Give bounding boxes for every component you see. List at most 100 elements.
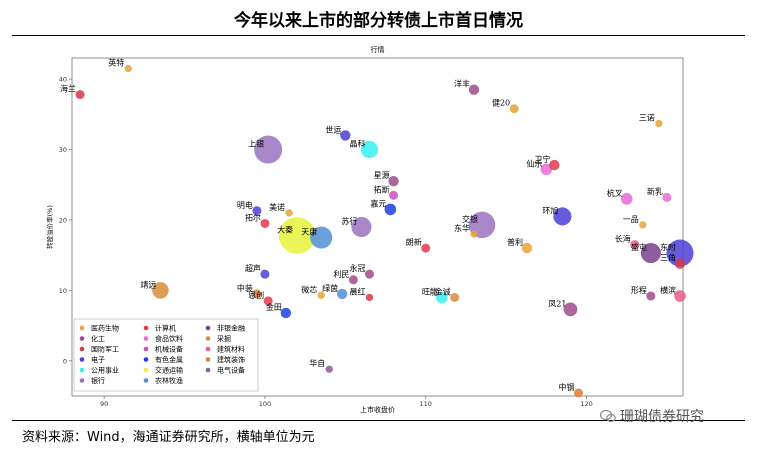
point-label: 凤21 <box>548 299 566 308</box>
point-label: 星源 <box>374 171 390 180</box>
data-point <box>364 269 374 279</box>
point-label: 绿茵 <box>322 283 338 293</box>
data-point <box>540 163 553 176</box>
x-tick-label: 110 <box>420 400 432 408</box>
legend-label: 医药生物 <box>91 324 119 333</box>
point-label: 中钢 <box>558 382 574 392</box>
data-point <box>573 388 583 398</box>
data-point <box>317 291 325 299</box>
point-label: 健20 <box>492 98 510 108</box>
legend-label: 食品饮料 <box>155 334 183 343</box>
legend-marker <box>79 346 85 352</box>
data-point <box>549 159 560 171</box>
y-tick-label: 40 <box>59 76 67 84</box>
legend-marker <box>143 378 149 383</box>
point-label: 大秦 <box>277 224 293 234</box>
legend-label: 电子 <box>91 355 105 364</box>
data-point <box>639 221 647 229</box>
legend-marker <box>143 367 149 373</box>
y-tick-label: 30 <box>59 146 67 154</box>
point-label: 华自 <box>309 358 325 368</box>
data-point <box>450 292 460 302</box>
legend-label: 计算机 <box>155 324 176 333</box>
data-point <box>662 192 672 202</box>
point-label: 晶科 <box>349 139 365 149</box>
legend-label: 机械设备 <box>155 345 183 354</box>
y-tick-label: 20 <box>59 216 67 224</box>
point-label: 利民 <box>333 269 349 279</box>
legend-marker <box>79 325 85 331</box>
point-label: 英特 <box>108 58 124 68</box>
point-label: 金诚 <box>435 286 451 296</box>
point-label: 拓尔 <box>245 212 261 222</box>
plot-title: 行情 <box>371 45 385 54</box>
point-label: 盛屯 <box>631 242 647 252</box>
legend-marker <box>79 378 85 383</box>
point-label: 东时 <box>660 242 676 252</box>
legend-marker <box>205 325 211 331</box>
point-label: 永冠 <box>349 263 365 273</box>
data-point <box>254 135 283 164</box>
data-point <box>521 242 533 254</box>
data-point <box>563 302 578 317</box>
point-label: 苏行 <box>341 216 357 226</box>
data-point <box>468 84 480 95</box>
data-point <box>470 230 478 238</box>
point-label: 中装 <box>237 283 253 293</box>
data-point <box>263 296 273 306</box>
data-point <box>280 307 292 319</box>
legend-label: 采掘 <box>217 334 231 343</box>
point-label: 明电 <box>237 200 253 210</box>
x-axis-label: 上市收盘价 <box>360 405 395 414</box>
legend-marker <box>205 336 211 341</box>
point-label: 横滨 <box>660 285 676 295</box>
legend-marker <box>143 357 149 362</box>
point-label: 长海 <box>615 234 631 244</box>
legend-marker <box>205 367 211 373</box>
data-point <box>278 217 316 254</box>
point-label: 形程 <box>631 286 647 295</box>
data-point <box>620 193 633 205</box>
chart-title: 今年以来上市的部分转债上市首日情况 <box>234 11 523 31</box>
point-label: 仙乐 <box>526 158 542 168</box>
legend-label: 交通运输 <box>155 366 183 375</box>
point-label: 交银 <box>462 214 478 224</box>
data-point <box>674 290 686 302</box>
legend-label: 非银金融 <box>217 324 245 333</box>
legend-marker <box>143 336 149 341</box>
point-label: 朗新 <box>406 237 422 247</box>
point-label: 嘉元 <box>370 198 386 208</box>
point-label: 上银 <box>248 139 264 149</box>
legend-label: 银行 <box>91 376 105 385</box>
data-point <box>389 190 399 200</box>
data-point <box>630 240 640 250</box>
point-label: 杭叉 <box>607 188 623 198</box>
x-tick-label: 120 <box>580 400 592 408</box>
point-label: 超声 <box>245 263 261 273</box>
data-point <box>285 209 293 217</box>
point-label: 环旭 <box>542 205 558 215</box>
point-label: 金田 <box>266 302 282 312</box>
data-point <box>384 203 397 216</box>
data-point <box>351 216 372 238</box>
point-label: 世运 <box>325 124 341 134</box>
legend-label: 建筑装饰 <box>217 355 245 364</box>
data-point <box>252 206 262 216</box>
legend-marker <box>143 325 149 331</box>
legend-marker <box>79 336 85 341</box>
point-label: 美诺 <box>269 202 285 212</box>
data-point <box>124 64 132 73</box>
point-label: 三角 <box>660 253 676 263</box>
y-axis-label: 转股溢价率(%) <box>45 205 54 249</box>
title-top-rule <box>12 35 745 36</box>
legend-marker <box>79 367 85 373</box>
point-label: 旺能 <box>422 286 438 296</box>
data-point <box>325 365 333 373</box>
legend-marker <box>205 357 211 362</box>
data-point <box>553 207 572 226</box>
data-point <box>666 239 694 267</box>
point-label: 一品 <box>623 215 639 224</box>
plot-frame <box>71 57 684 397</box>
legend-marker <box>143 346 149 352</box>
x-tick-label: 90 <box>100 400 108 408</box>
